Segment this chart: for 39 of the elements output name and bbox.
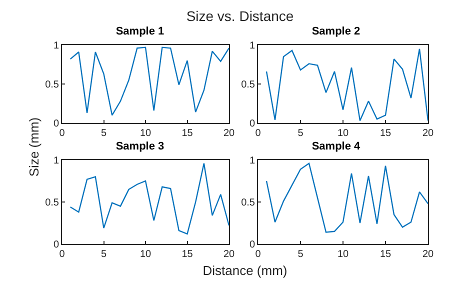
- chart-title: Sample 4: [312, 140, 362, 153]
- x-tick-label: 20: [422, 249, 434, 260]
- x-tick-label: 15: [380, 249, 392, 260]
- x-tick-label: 5: [298, 249, 304, 260]
- y-tick-label: 1: [53, 156, 60, 166]
- y-tick-label: 0.5: [241, 80, 256, 90]
- x-tick-label: 20: [422, 128, 434, 139]
- x-tick-label: 5: [298, 128, 304, 139]
- x-tick-label: 5: [100, 249, 107, 260]
- y-tick-label: 0.5: [241, 198, 256, 208]
- y-tick-label: 0: [53, 240, 60, 250]
- y-tick-label: 1: [249, 40, 256, 52]
- x-tick-label: 10: [337, 249, 349, 260]
- chart-title: Sample 2: [312, 26, 360, 38]
- x-tick-label: 10: [140, 249, 152, 260]
- line-series: [266, 48, 428, 122]
- x-tick-label: 20: [223, 128, 235, 139]
- x-tick-label: 10: [337, 128, 349, 139]
- text: Distance (mm): [202, 263, 288, 278]
- y-tick-label: 1: [53, 40, 60, 52]
- x-tick-label: 15: [380, 128, 392, 139]
- x-tick-label: 20: [223, 249, 235, 260]
- x-tick-label: 10: [140, 128, 152, 139]
- x-tick-label: 15: [182, 249, 194, 260]
- text: Size (mm): [26, 117, 42, 177]
- y-tick-label: 0: [53, 118, 60, 130]
- y-tick-label: 1: [249, 156, 256, 166]
- y-tick-label: 0: [249, 240, 256, 250]
- x-tick-label: 5: [100, 128, 107, 139]
- line-series: [70, 46, 229, 116]
- text: Size vs. Distance: [186, 8, 294, 24]
- chart-title: Sample 3: [116, 140, 164, 153]
- chart-title: Sample 1: [116, 26, 164, 38]
- line-series: [266, 162, 428, 233]
- y-tick-label: 0: [249, 118, 256, 130]
- y-tick-label: 0.5: [45, 198, 60, 208]
- line-series: [70, 162, 229, 235]
- x-tick-label: 15: [182, 128, 194, 139]
- y-tick-label: 0.5: [45, 80, 60, 90]
